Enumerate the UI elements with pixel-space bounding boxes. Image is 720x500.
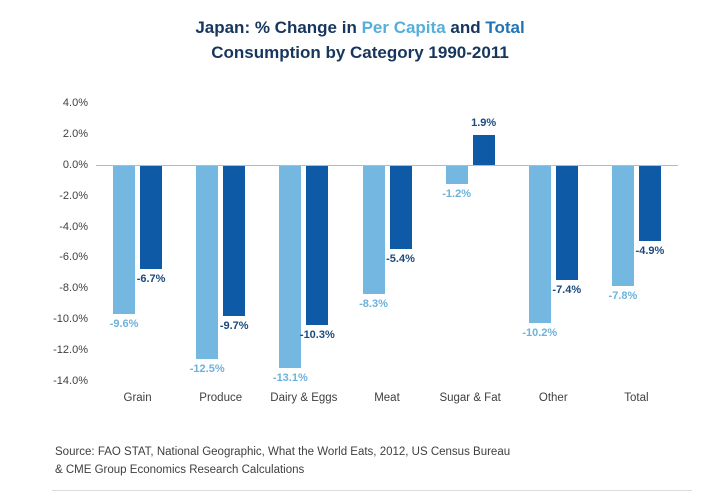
title-line2: Consumption by Category 1990-2011 <box>211 42 509 62</box>
y-tick-label: -14.0% <box>53 375 88 387</box>
bar-total-produce <box>223 165 246 316</box>
bottom-divider <box>52 490 692 491</box>
y-tick-label: -4.0% <box>59 220 88 233</box>
bar-total-other <box>555 165 578 281</box>
zero-axis-line <box>96 165 678 166</box>
value-label-total-sugar-fat: 1.9% <box>471 117 497 130</box>
value-label-per-capita-total: -7.8% <box>608 290 638 303</box>
y-tick-label: -2.0% <box>59 189 88 202</box>
x-category-label: Dairy & Eggs <box>270 392 338 404</box>
bar-total-total <box>638 165 661 242</box>
value-label-per-capita-produce: -12.5% <box>189 362 225 375</box>
x-category-label: Meat <box>374 392 400 404</box>
value-label-total-meat: -5.4% <box>386 253 415 266</box>
value-label-per-capita-sugar-fat: -1.2% <box>442 188 472 201</box>
x-category-label: Other <box>538 392 568 404</box>
y-tick-label: -8.0% <box>59 282 88 295</box>
bar-total-meat <box>389 165 412 250</box>
x-category-label: Sugar & Fat <box>439 392 501 404</box>
x-category-label: Grain <box>123 392 152 404</box>
bar-per-capita-sugar-fat <box>445 165 468 185</box>
y-tick-label: -12.0% <box>53 344 88 357</box>
value-label-total-produce: -9.7% <box>219 319 249 332</box>
bar-per-capita-produce <box>196 165 219 359</box>
title-prefix: Japan: % Change in <box>195 18 362 37</box>
value-label-total-total: -4.9% <box>635 245 665 258</box>
bar-total-grain <box>140 165 163 270</box>
y-tick-label: 0.0% <box>62 158 88 171</box>
bar-per-capita-grain <box>113 165 136 315</box>
title-total: Total <box>485 18 525 37</box>
value-label-per-capita-meat: -8.3% <box>359 297 388 310</box>
x-category-label: Total <box>624 392 649 404</box>
y-tick-label: -6.0% <box>59 251 88 264</box>
bar-total-sugar-fat <box>472 135 495 165</box>
source-note: Source: FAO STAT, National Geographic, W… <box>55 444 510 480</box>
chart-title: Japan: % Change in Per Capita and Total C… <box>0 16 720 65</box>
source-line2: & CME Group Economics Research Calculati… <box>55 463 305 476</box>
value-label-per-capita-other: -10.2% <box>522 327 558 340</box>
title-per-capita: Per Capita <box>361 18 446 37</box>
bar-per-capita-total <box>611 165 634 287</box>
x-category-label: Produce <box>199 392 243 404</box>
y-tick-label: 2.0% <box>62 127 88 140</box>
bar-per-capita-meat <box>362 165 385 294</box>
value-label-total-grain: -6.7% <box>136 273 166 286</box>
value-label-total-dairy-eggs: -10.3% <box>299 328 335 341</box>
source-line1: Source: FAO STAT, National Geographic, W… <box>55 446 511 458</box>
value-label-per-capita-dairy-eggs: -13.1% <box>272 372 308 385</box>
value-label-total-other: -7.4% <box>552 284 582 297</box>
value-label-per-capita-grain: -9.6% <box>109 318 139 331</box>
y-tick-label: -10.0% <box>53 313 88 326</box>
bar-per-capita-other <box>528 165 551 324</box>
y-tick-label: 4.0% <box>62 97 88 109</box>
title-and: and <box>445 18 486 37</box>
bar-total-dairy-eggs <box>306 165 329 325</box>
bar-per-capita-dairy-eggs <box>279 165 302 369</box>
